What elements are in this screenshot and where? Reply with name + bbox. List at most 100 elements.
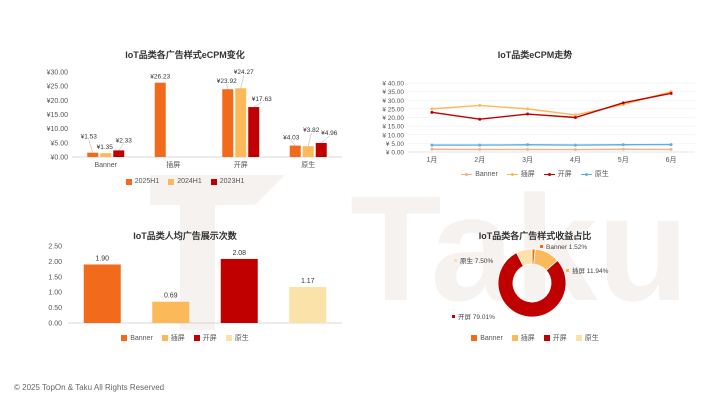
data-label: ¥2.33 [116,137,133,144]
x-tick-label: 原生 [301,160,315,169]
data-label: ¥4.96 [321,130,338,137]
y-tick-label: ¥ 15.00 [382,124,404,131]
bar [154,82,166,157]
legend-item: 开屏 [543,333,567,343]
legend-label: 开屏 [557,171,572,178]
y-tick-label: ¥20.00 [47,98,69,105]
y-tick-label: ¥25.00 [47,84,69,91]
copyright-footer: © 2025 TopOn & Taku All Rights Reserved [14,383,165,392]
legend-swatch [168,178,175,185]
data-label: 1.90 [95,255,109,262]
data-point [573,148,577,152]
data-point [430,147,434,151]
legend-item: 2025H1 [125,178,159,185]
data-label: ¥3.82 [303,127,320,134]
impressions-per-user-chart: IoT品类人均广告展示次数 0.00 0.50 1.00 1.50 2.00 2.50 1.… [20,220,350,350]
legend-item: Banner [471,333,503,343]
y-tick-label: ¥0.00 [50,155,68,162]
data-point [573,116,577,119]
y-tick-label: 2.50 [48,244,62,251]
legend-label: 2024H1 [177,178,202,185]
series-line [431,143,672,146]
chart-title: IoT品类各广告样式eCPM变化 [125,50,245,60]
x-tick-label: 插屏 [166,160,180,169]
data-label: ¥23.92 [217,78,237,85]
legend-label: 2023H1 [219,178,245,185]
data-point [478,147,482,151]
y-tick-label: ¥15.00 [47,112,69,119]
data-label: ¥26.23 [150,74,170,81]
data-label-leader [240,75,244,89]
legend-swatch [575,335,582,341]
data-label-marker [566,269,569,272]
data-point [430,110,434,114]
ecpm-trend-chart: IoT品类eCPM走势 ¥ 0.00 ¥ 5.00 ¥ 10.00 ¥ 15.00 ¥ … [370,40,700,200]
chart-legend: Banner 插屏 开屏 原生 [370,333,700,343]
legend-item: 2023H1 [210,178,245,185]
bar [222,89,234,157]
legend-swatch [161,335,168,341]
data-label-leader [291,140,296,146]
y-tick-label: ¥ 25.00 [382,106,404,113]
bar [113,150,125,157]
x-tick-label: 6月 [666,156,677,164]
y-tick-label: 0.00 [48,321,62,328]
x-tick-label: 1月 [426,156,437,164]
bar [220,258,258,323]
legend-label: 开屏 [552,335,567,342]
legend-line-marker [580,171,592,177]
data-label: ¥24.27 [234,69,254,76]
data-label: ¥17.63 [252,96,272,103]
y-tick-label: ¥ 40.00 [382,81,404,88]
y-tick-label: ¥ 35.00 [382,89,404,96]
legend-label: 开屏 [202,335,217,342]
chart-legend: Banner 插屏 开屏 原生 [370,169,700,179]
data-label: 开屏 79.01% [458,313,495,321]
legend-item: 原生 [225,333,249,343]
legend-item: 插屏 [506,169,535,179]
data-label: ¥1.35 [97,144,114,151]
ecpm-trend-plot: ¥ 0.00 ¥ 5.00 ¥ 10.00¥ 15.00 ¥ 20.00 ¥ 25.00… [382,81,695,164]
data-label: 2.08 [232,250,246,257]
legend-line-marker [461,171,473,177]
legend-label: 插屏 [170,335,185,342]
y-tick-label: 1.00 [48,290,62,297]
bar [87,152,99,157]
chart-legend: Banner 插屏 开屏 原生 [20,333,350,343]
bar [289,286,327,323]
data-label-leader [308,133,312,147]
bar [315,142,327,157]
legend-label: Banner [130,334,153,342]
data-point [621,101,625,105]
legend-label: Banner [475,170,498,178]
data-point [478,103,482,107]
data-point [669,147,673,151]
x-tick-label: 4月 [570,156,581,164]
y-tick-label: ¥ 5.00 [386,141,404,148]
legend-label: 插屏 [520,171,535,178]
x-tick-label: 3月 [522,156,533,164]
data-label: 0.69 [164,293,178,300]
bar [152,301,190,323]
data-point [430,107,434,111]
data-label-leader [321,135,330,144]
chart-title: IoT品类eCPM走势 [497,50,573,60]
x-tick-label: 5月 [618,156,629,164]
revenue-share-plot: Banner 1.52% 插屏 11.94% 开屏 79.01% 原生 7.50% [452,244,609,321]
y-tick-label: ¥ 30.00 [382,98,404,105]
legend-item: Banner [121,333,153,343]
x-tick-label: 开屏 [234,161,248,169]
y-tick-label: ¥ 10.00 [382,132,404,139]
y-tick-label: ¥5.00 [50,140,68,147]
data-label: 插屏 11.94% [572,266,609,275]
chart-title: IoT品类各广告样式收益占比 [478,231,592,241]
legend-swatch [471,335,478,341]
data-label-marker [540,245,543,248]
legend-item: 原生 [580,169,609,179]
chart-title: IoT品类人均广告展示次数 [133,231,237,241]
bar [100,153,112,157]
pie-slice [497,252,567,318]
data-point [573,143,577,147]
data-label-marker [452,315,455,318]
data-point [669,91,673,95]
